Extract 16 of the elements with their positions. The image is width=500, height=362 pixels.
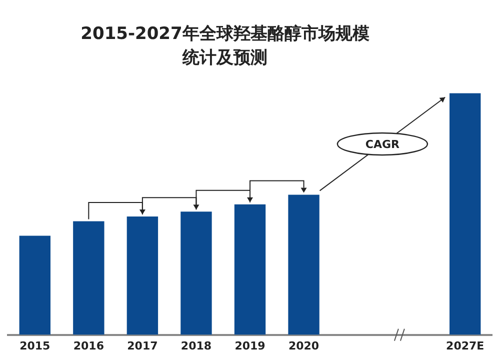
x-tick-label: 2018 xyxy=(180,339,212,352)
chart-title: 2015-2027年全球羟基酪醇市场规模统计及预测 xyxy=(80,23,370,70)
x-tick-label: 2027E xyxy=(446,339,484,352)
x-tick-label: 2019 xyxy=(234,339,266,352)
bar xyxy=(19,236,50,335)
x-tick-label: 2020 xyxy=(288,339,320,352)
bar xyxy=(450,93,481,335)
x-tick-label: 2016 xyxy=(73,339,104,352)
x-tick-label: 2015 xyxy=(20,339,50,352)
x-tick-label: 2017 xyxy=(127,339,158,352)
bar xyxy=(126,216,158,335)
bar xyxy=(180,212,212,335)
bar xyxy=(288,194,320,335)
bar xyxy=(234,204,266,335)
annotation: CAGR xyxy=(365,138,400,151)
bar xyxy=(73,221,104,335)
